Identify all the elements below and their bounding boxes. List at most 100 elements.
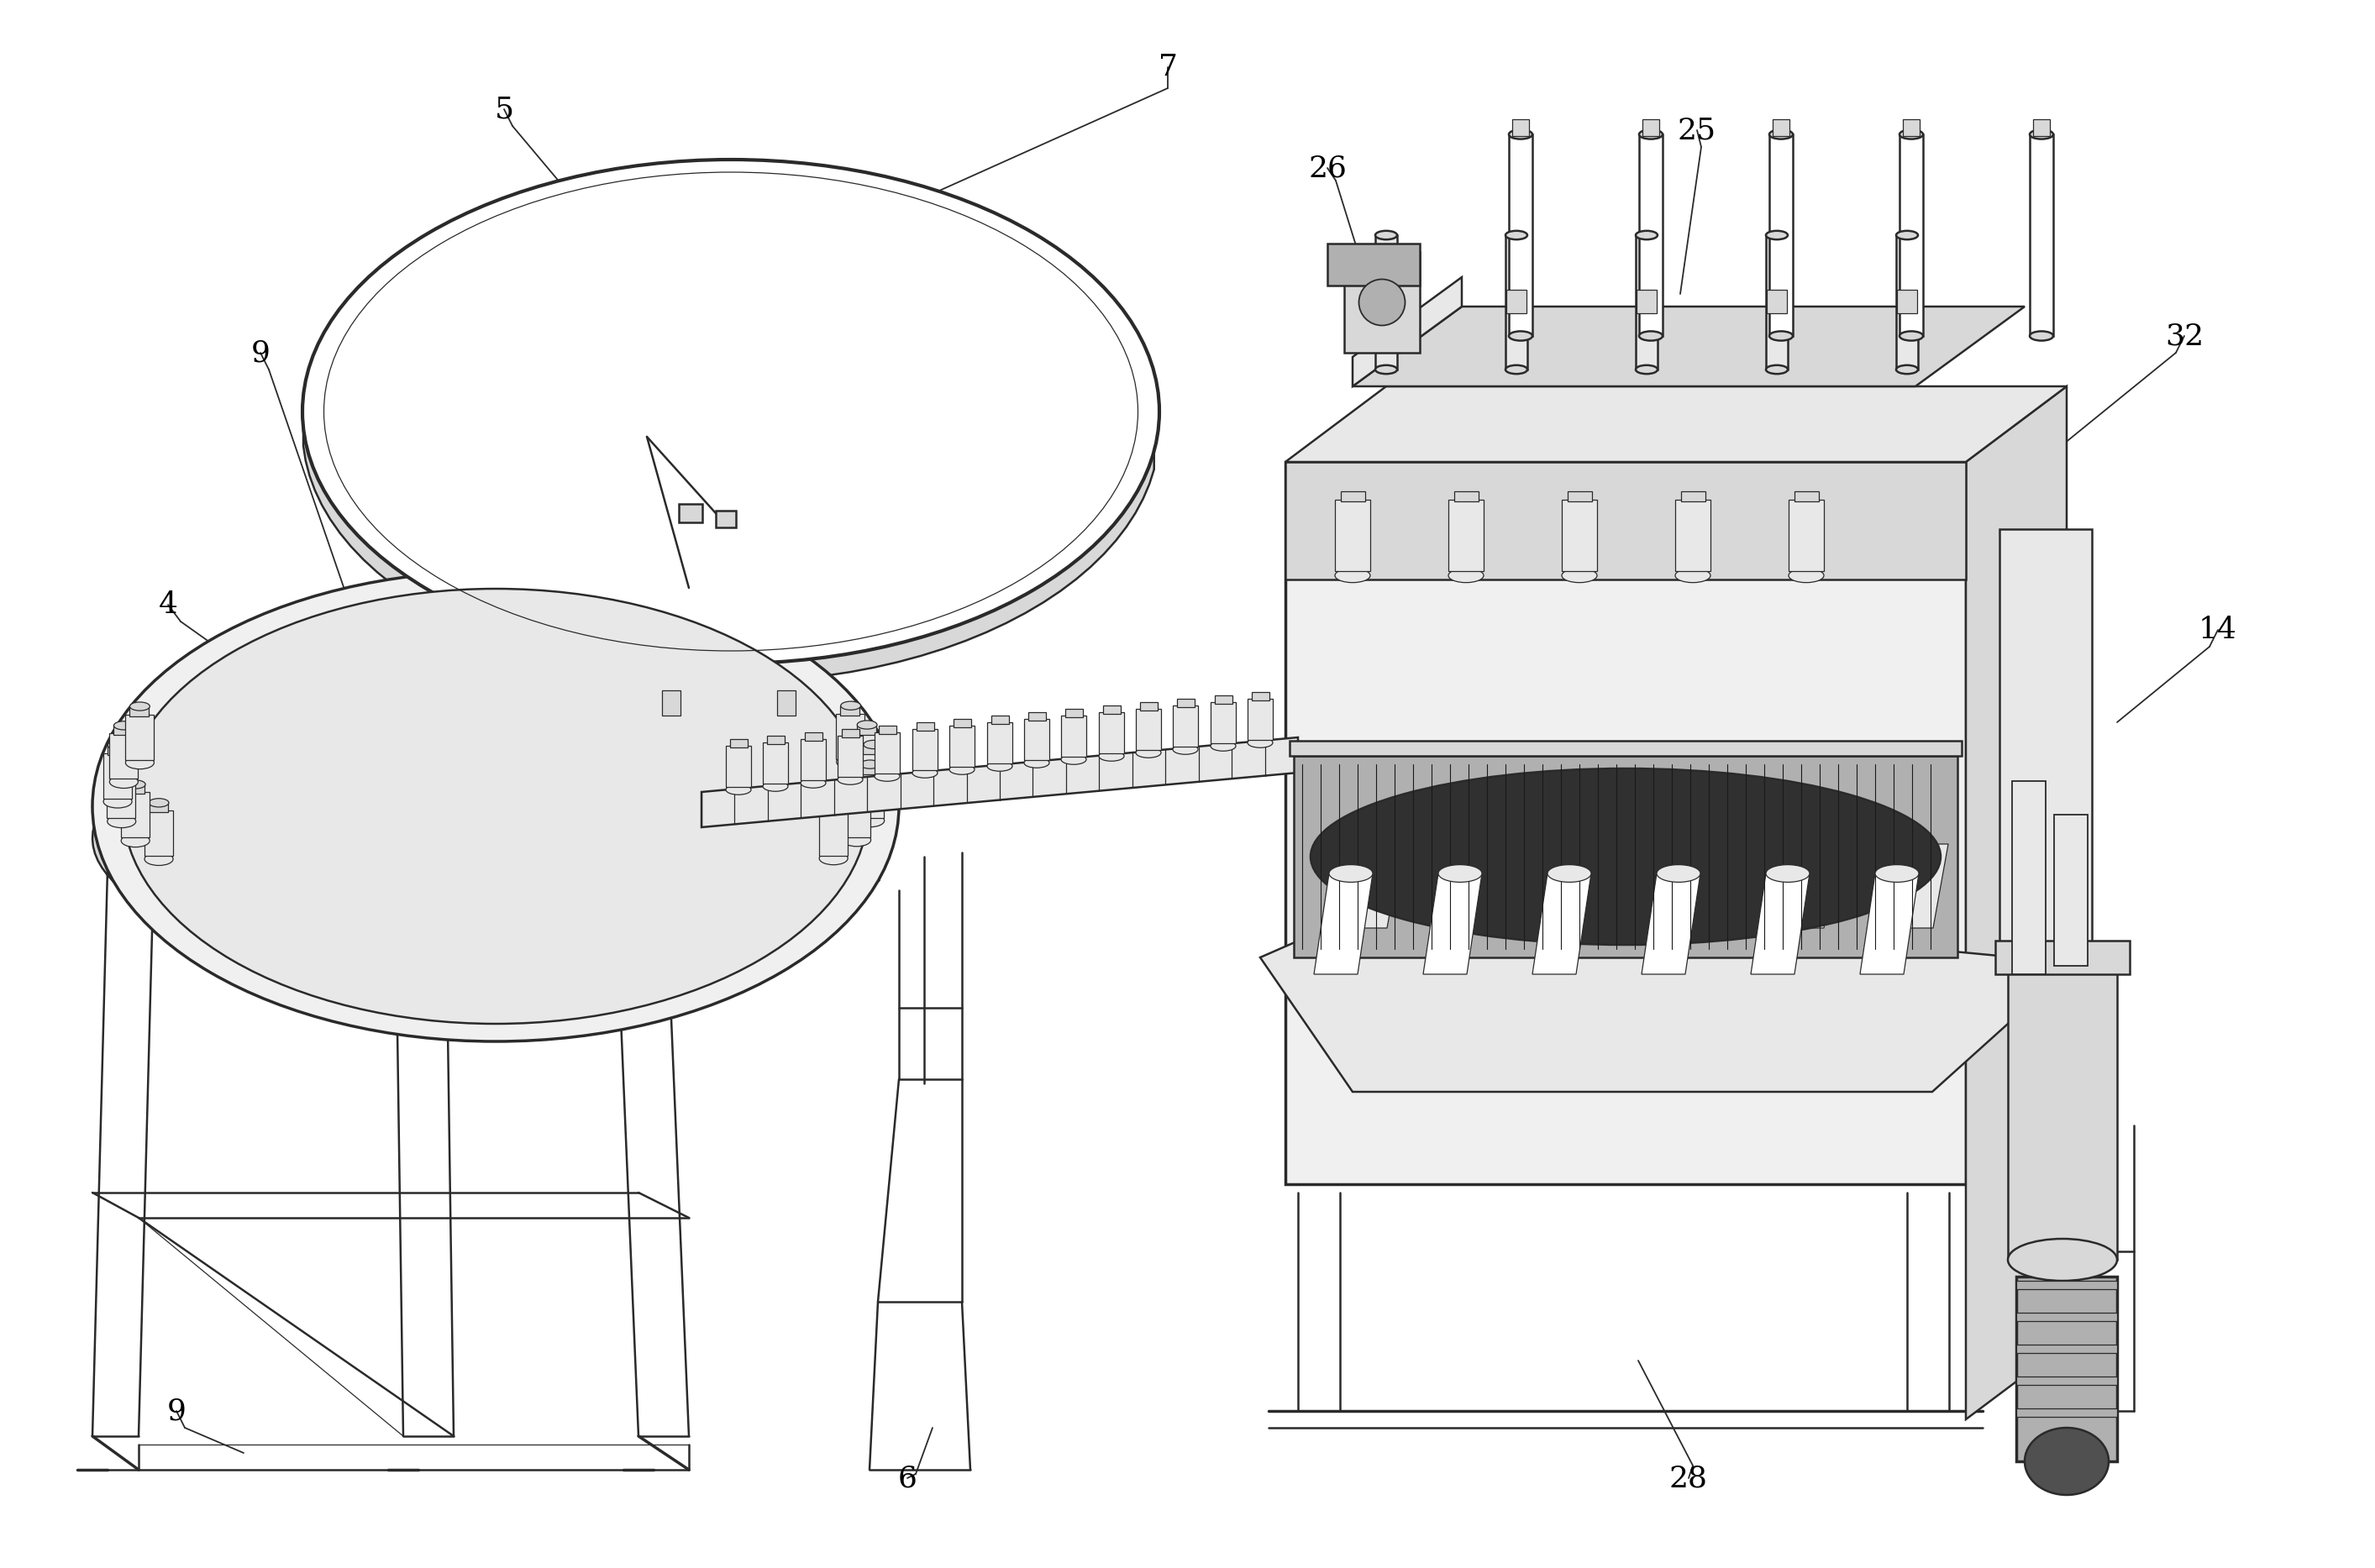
Bar bbox=[2000, 528, 2092, 949]
Text: 7: 7 bbox=[1159, 53, 1178, 82]
Bar bbox=[1375, 235, 1396, 370]
Ellipse shape bbox=[1767, 230, 1788, 240]
Bar bbox=[862, 745, 881, 754]
Ellipse shape bbox=[819, 851, 848, 866]
Ellipse shape bbox=[874, 771, 900, 781]
Bar bbox=[145, 811, 173, 856]
Bar bbox=[1335, 500, 1370, 571]
Bar bbox=[841, 706, 860, 715]
Ellipse shape bbox=[93, 571, 898, 1041]
Ellipse shape bbox=[2031, 331, 2054, 340]
Ellipse shape bbox=[126, 756, 154, 768]
Ellipse shape bbox=[841, 701, 860, 710]
Ellipse shape bbox=[1375, 365, 1396, 373]
Ellipse shape bbox=[860, 760, 881, 768]
Bar bbox=[1214, 695, 1233, 704]
Ellipse shape bbox=[855, 814, 884, 826]
Ellipse shape bbox=[150, 798, 169, 808]
Ellipse shape bbox=[843, 834, 872, 847]
Ellipse shape bbox=[2031, 130, 2054, 140]
Ellipse shape bbox=[1508, 331, 1532, 340]
Ellipse shape bbox=[800, 778, 826, 789]
Bar bbox=[912, 729, 938, 770]
Text: 9: 9 bbox=[252, 339, 271, 367]
Bar bbox=[2012, 781, 2045, 974]
Bar bbox=[2016, 1408, 2116, 1417]
Bar bbox=[1772, 119, 1788, 136]
Bar bbox=[109, 734, 138, 779]
Bar bbox=[841, 792, 869, 837]
Bar bbox=[126, 715, 154, 760]
Bar bbox=[1062, 715, 1085, 757]
Bar bbox=[855, 773, 884, 818]
Bar bbox=[824, 803, 843, 812]
Text: 5: 5 bbox=[494, 96, 513, 124]
Text: 32: 32 bbox=[2166, 321, 2204, 350]
Bar bbox=[838, 735, 862, 776]
Polygon shape bbox=[701, 737, 1299, 828]
Ellipse shape bbox=[114, 721, 133, 729]
Ellipse shape bbox=[1506, 365, 1527, 373]
Bar bbox=[1636, 235, 1658, 370]
Ellipse shape bbox=[2023, 1428, 2109, 1494]
Bar bbox=[1066, 709, 1083, 717]
Bar bbox=[1024, 718, 1050, 760]
Bar bbox=[853, 734, 881, 779]
Ellipse shape bbox=[838, 775, 862, 784]
Ellipse shape bbox=[104, 795, 133, 808]
Ellipse shape bbox=[1636, 230, 1658, 240]
Bar bbox=[2016, 1281, 2116, 1289]
Bar bbox=[1328, 243, 1420, 285]
Bar bbox=[663, 690, 682, 715]
Ellipse shape bbox=[864, 740, 884, 750]
Bar bbox=[950, 726, 974, 767]
Bar bbox=[1290, 740, 1962, 756]
Ellipse shape bbox=[727, 784, 750, 795]
Bar bbox=[1769, 135, 1793, 336]
Ellipse shape bbox=[1563, 569, 1596, 583]
Ellipse shape bbox=[112, 760, 131, 770]
Polygon shape bbox=[1351, 844, 1401, 928]
Ellipse shape bbox=[1135, 748, 1161, 757]
Ellipse shape bbox=[121, 834, 150, 847]
Polygon shape bbox=[1788, 844, 1838, 928]
Bar bbox=[1028, 712, 1045, 721]
Ellipse shape bbox=[1211, 742, 1235, 751]
Bar bbox=[1674, 500, 1710, 571]
Bar bbox=[1767, 290, 1786, 314]
Bar bbox=[819, 811, 848, 856]
Polygon shape bbox=[304, 428, 1154, 682]
Bar bbox=[952, 718, 971, 728]
Polygon shape bbox=[1532, 873, 1591, 974]
Bar bbox=[777, 690, 796, 715]
Ellipse shape bbox=[1247, 737, 1273, 748]
Ellipse shape bbox=[1062, 754, 1085, 765]
Bar bbox=[1285, 463, 1966, 580]
Bar bbox=[1173, 706, 1197, 746]
Polygon shape bbox=[93, 764, 879, 975]
Ellipse shape bbox=[1767, 864, 1810, 883]
Bar bbox=[1898, 290, 1917, 314]
Ellipse shape bbox=[1876, 864, 1919, 883]
Bar bbox=[762, 742, 788, 784]
Bar bbox=[679, 503, 703, 522]
Polygon shape bbox=[1966, 386, 2066, 1419]
Bar bbox=[150, 803, 169, 812]
Ellipse shape bbox=[1674, 569, 1710, 583]
Bar bbox=[845, 784, 864, 793]
Bar bbox=[1563, 500, 1596, 571]
Bar bbox=[1449, 500, 1484, 571]
Bar bbox=[805, 732, 822, 740]
Ellipse shape bbox=[1439, 864, 1482, 883]
Bar bbox=[1102, 706, 1121, 713]
Ellipse shape bbox=[1375, 230, 1396, 240]
Bar bbox=[1100, 712, 1123, 753]
Bar bbox=[727, 746, 750, 787]
Bar bbox=[860, 764, 879, 775]
Bar bbox=[990, 715, 1009, 724]
Bar bbox=[917, 723, 933, 731]
Bar bbox=[874, 732, 900, 773]
Polygon shape bbox=[1354, 307, 2023, 386]
Bar bbox=[1513, 119, 1529, 136]
Bar bbox=[1568, 491, 1591, 502]
